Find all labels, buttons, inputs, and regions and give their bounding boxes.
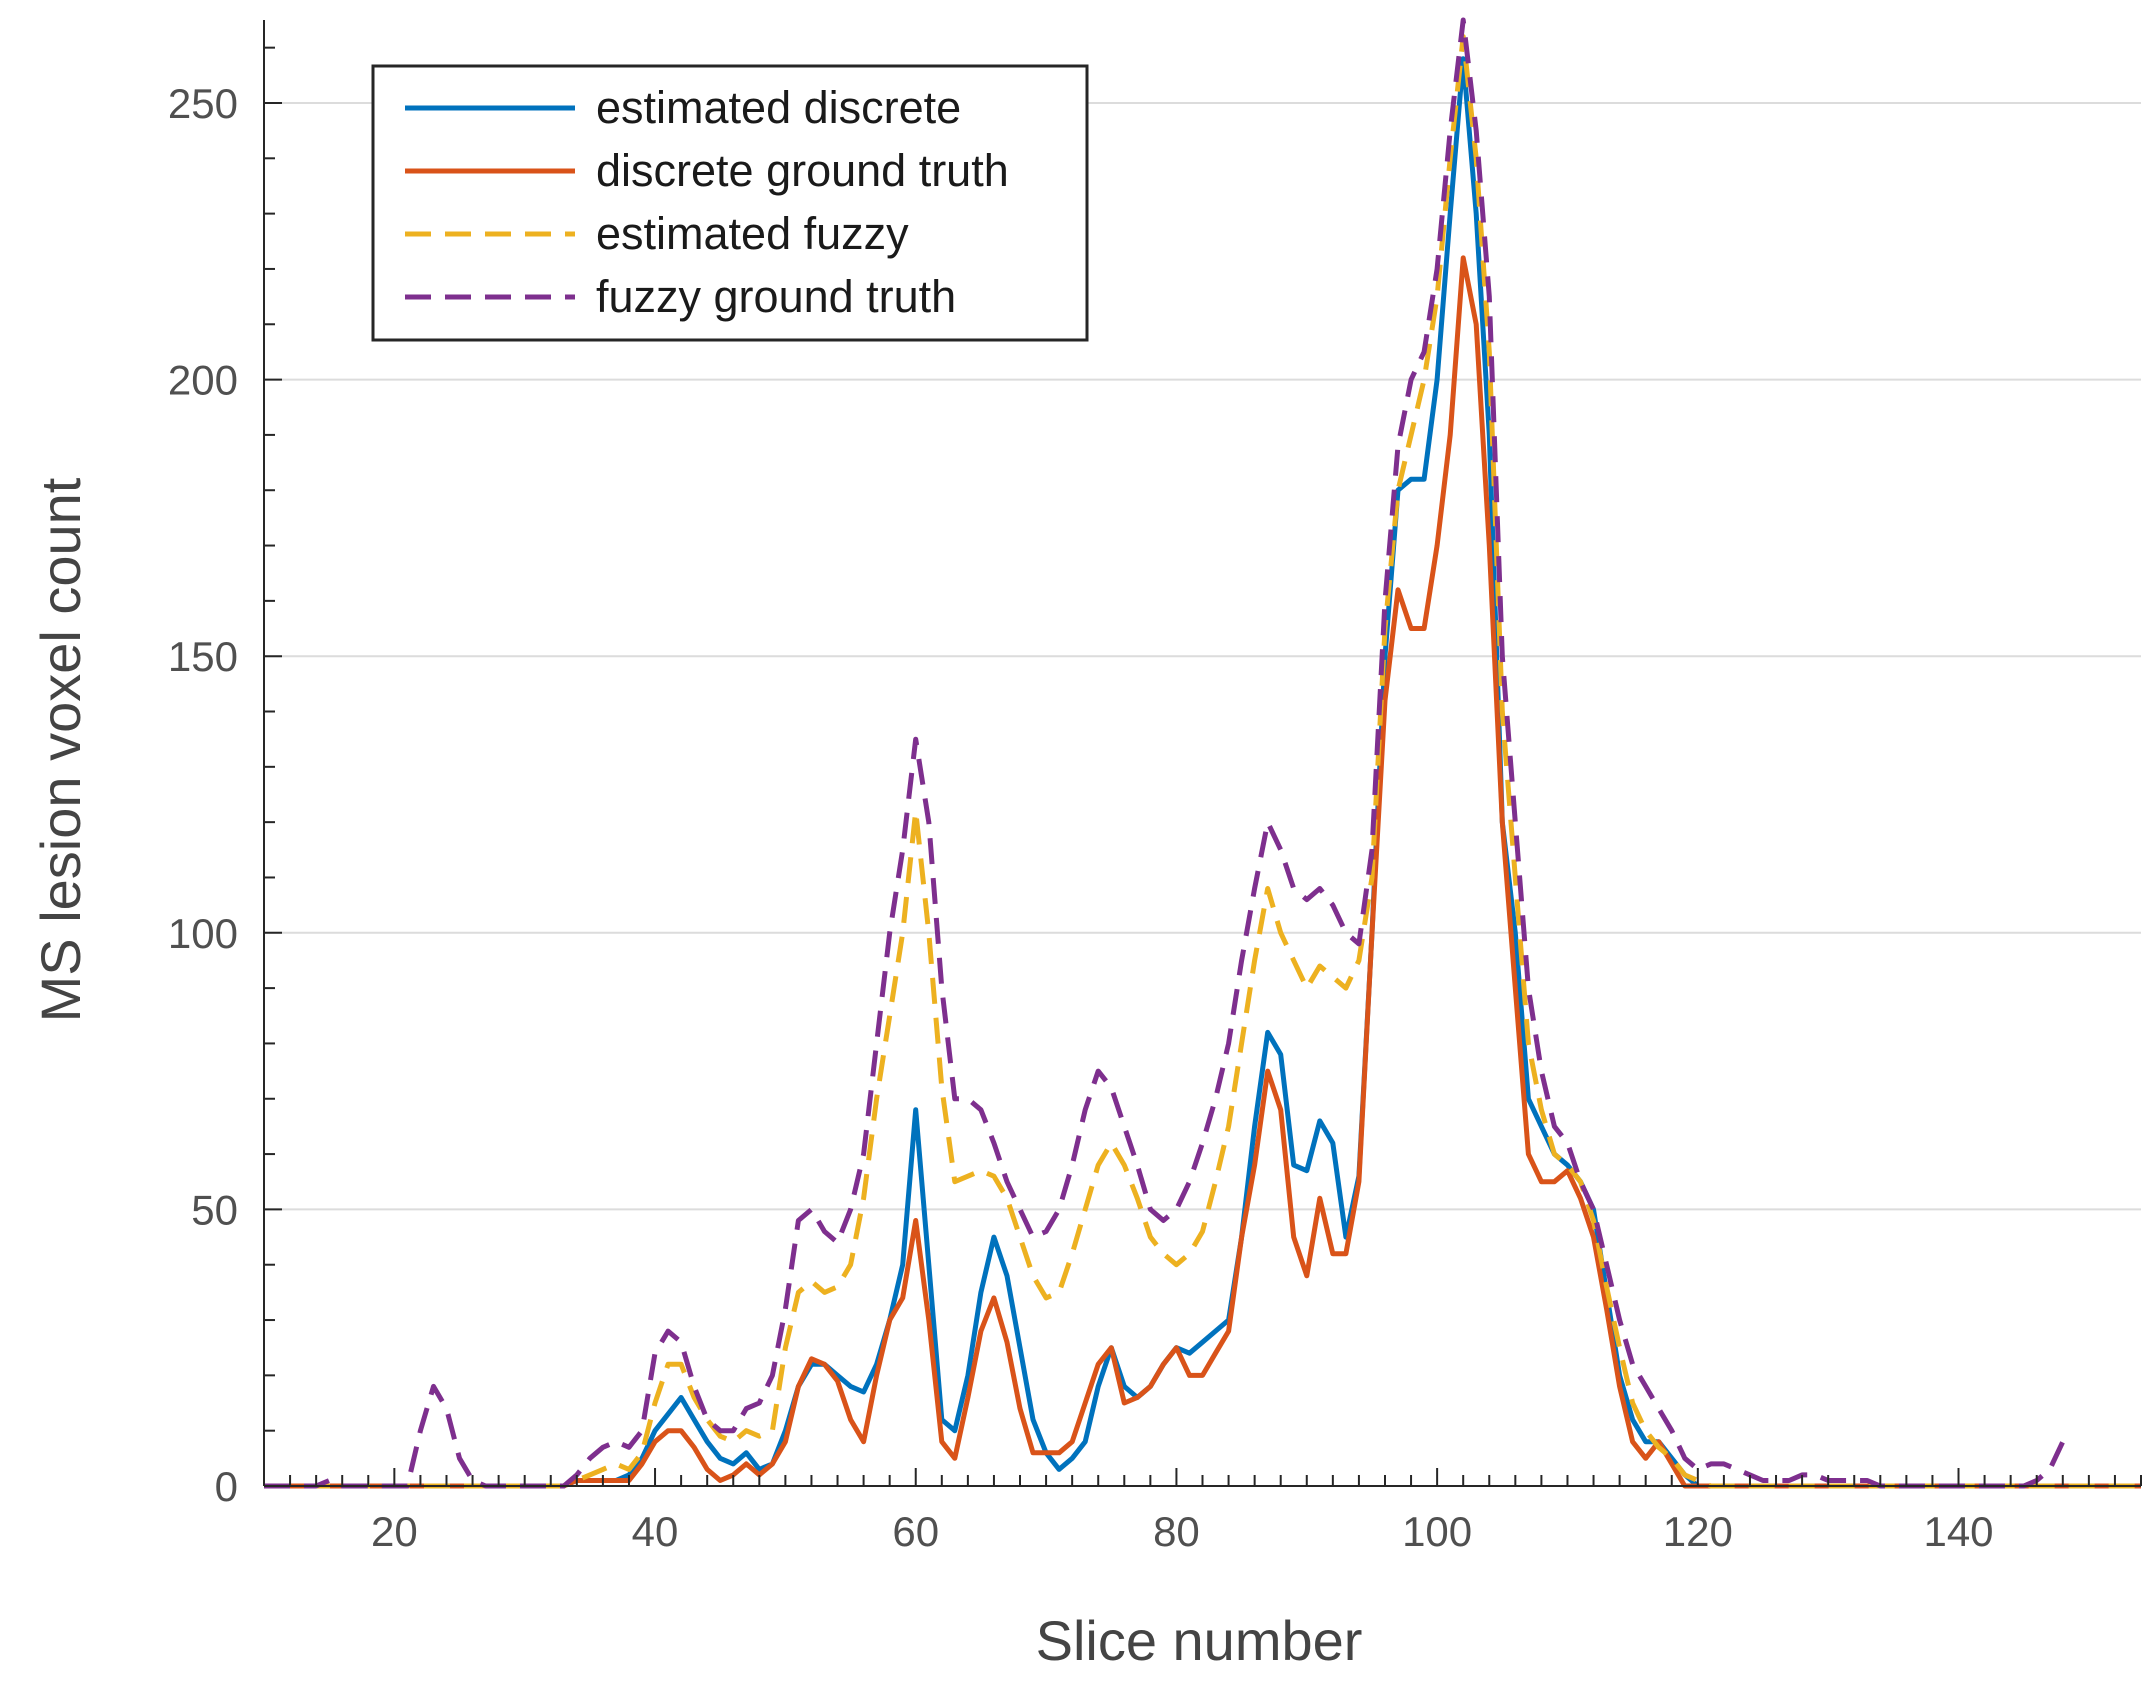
x-tick-label: 80: [1153, 1508, 1200, 1555]
x-tick-label: 100: [1402, 1508, 1472, 1555]
series-line-estimated-fuzzy: [264, 34, 2141, 1489]
legend-label: discrete ground truth: [596, 145, 1009, 196]
legend-label: fuzzy ground truth: [596, 271, 956, 322]
legend-box: [371, 64, 1089, 342]
legend-label: estimated discrete: [596, 82, 961, 133]
x-tick-label: 40: [632, 1508, 679, 1555]
y-tick-label: 150: [168, 633, 238, 680]
y-axis-label: MS lesion voxel count: [29, 477, 92, 1022]
legend-label: estimated fuzzy: [596, 208, 909, 259]
axis-ticks: [263, 46, 2142, 1487]
x-tick-label: 60: [892, 1508, 939, 1555]
x-tick-label: 120: [1663, 1508, 1733, 1555]
tick-labels: 0 50 100 150 200 250 20 40 60 80 100 120 140: [168, 80, 1994, 1555]
y-tick-label: 50: [191, 1186, 238, 1233]
y-tick-label: 0: [215, 1463, 238, 1510]
series-line-discrete-ground-truth: [264, 255, 2141, 1489]
x-axis-label: Slice number: [1036, 1609, 1363, 1672]
y-tick-label: 250: [168, 80, 238, 127]
legend-entries: estimated discrete discrete ground truth e…: [405, 82, 1009, 322]
x-tick-label: 20: [371, 1508, 418, 1555]
y-tick-label: 200: [168, 357, 238, 404]
x-tick-label: 140: [1923, 1508, 1993, 1555]
legend: estimated discrete discrete ground truth e…: [371, 64, 1089, 342]
y-tick-label: 100: [168, 910, 238, 957]
